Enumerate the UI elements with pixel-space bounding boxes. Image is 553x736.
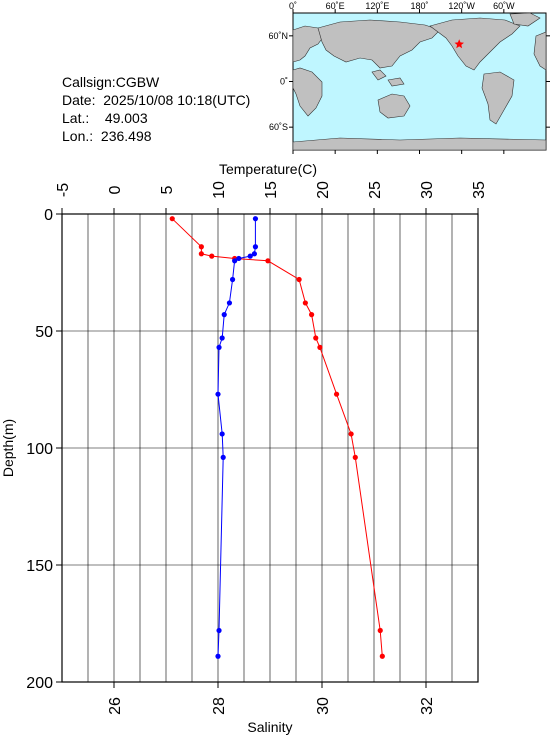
salinity-axis-label: Salinity: [247, 719, 292, 735]
salinity-point: [215, 391, 221, 397]
temperature-point: [209, 253, 215, 259]
salinity-point: [236, 255, 242, 262]
profile-series: [169, 216, 385, 659]
depth-tick-label: 200: [26, 675, 53, 692]
temperature-point: [313, 335, 319, 341]
temperature-point: [198, 251, 204, 257]
map-land: [292, 12, 547, 151]
temperature-tick-label: 15: [263, 181, 280, 199]
salinity-point: [216, 627, 222, 634]
salinity-tick-label: 28: [211, 697, 228, 715]
temperature-tick-label: 20: [315, 181, 332, 199]
temperature-point: [309, 312, 315, 318]
temperature-point: [317, 344, 323, 350]
temperature-axis: -5 0 5 10 15 20 25 30 35: [55, 181, 488, 214]
temperature-point: [169, 216, 175, 222]
temperature-point: [265, 258, 271, 264]
map-lon-label: 120˚W: [448, 1, 475, 11]
salinity-point: [215, 653, 221, 659]
world-map: 0˚ 60˚E 120˚E 180˚ 120˚W 60˚W 60˚N 0˚ 60˚S: [268, 1, 550, 154]
temperature-tick-label: 25: [367, 181, 384, 199]
temperature-point: [348, 431, 354, 437]
temperature-tick-label: 5: [159, 185, 176, 194]
callsign-line: Callsign:CGBW: [62, 74, 160, 90]
salinity-point: [252, 216, 259, 222]
salinity-tick-label: 30: [315, 697, 332, 715]
depth-tick-label: 100: [26, 441, 53, 458]
depth-tick-label: 150: [26, 558, 53, 575]
depth-axis-label: Depth(m): [0, 419, 16, 477]
temperature-point: [296, 276, 302, 283]
temperature-axis-label: Temperature(C): [219, 161, 317, 177]
map-lat-label: 0˚: [280, 77, 288, 87]
temperature-point: [352, 454, 358, 460]
map-lat-label: 60˚N: [268, 31, 288, 41]
temperature-tick-label: 10: [211, 181, 228, 199]
salinity-point: [247, 253, 253, 259]
salinity-point: [251, 251, 257, 257]
salinity-point: [220, 454, 226, 460]
salinity-point: [226, 300, 233, 306]
station-info: Callsign:CGBW Date: 2025/10/08 10:18(UTC…: [62, 73, 250, 145]
salinity-point: [216, 344, 222, 350]
lon-value: 236.498: [100, 128, 152, 144]
lat-value: 49.003: [104, 110, 148, 126]
map-lon-label: 0˚: [289, 1, 297, 11]
depth-axis: 0 50 100 150 200: [26, 207, 62, 692]
map-lon-label: 120˚E: [365, 1, 389, 11]
temperature-point: [198, 244, 204, 250]
map-longitude-labels: 0˚ 60˚E 120˚E 180˚ 120˚W 60˚W: [289, 1, 515, 11]
salinity-point: [232, 258, 238, 264]
temperature-tick-label: 0: [107, 185, 124, 194]
map-latitude-labels: 60˚N 0˚ 60˚S: [268, 31, 288, 132]
map-lon-label: 60˚W: [493, 1, 515, 11]
date-value: 2025/10/08 10:18(UTC): [103, 92, 251, 108]
salinity-point: [219, 431, 225, 437]
salinity-point: [221, 312, 227, 318]
temperature-point: [333, 391, 340, 397]
temperature-point: [379, 653, 385, 659]
temperature-point: [377, 627, 383, 634]
callsign-value: CGBW: [115, 74, 160, 90]
temperature-tick-label: -5: [55, 183, 72, 197]
lat-line: Lat.: 49.003: [62, 110, 148, 126]
salinity-point: [252, 244, 259, 250]
station-marker-star: [454, 39, 464, 49]
salinity-profile-line: [217, 218, 256, 657]
depth-tick-label: 0: [44, 207, 53, 224]
map-lon-label: 180˚: [410, 1, 428, 11]
temperature-profile-line: [171, 218, 383, 657]
temperature-tick-label: 35: [471, 181, 488, 199]
date-line: Date: 2025/10/08 10:18(UTC): [62, 92, 251, 108]
temperature-tick-label: 30: [419, 181, 436, 199]
temperature-point: [302, 300, 308, 306]
map-lat-label: 60˚S: [269, 122, 288, 132]
salinity-axis: 26 28 30 32: [107, 682, 436, 715]
map-tick-marks: [289, 9, 550, 154]
salinity-point: [219, 335, 225, 341]
depth-tick-label: 50: [35, 324, 53, 341]
lon-line: Lon.: 236.498: [62, 128, 152, 144]
salinity-point: [229, 276, 236, 283]
chart-grid: [62, 213, 478, 683]
map-lon-label: 60˚E: [326, 1, 345, 11]
salinity-tick-label: 32: [419, 697, 436, 715]
salinity-tick-label: 26: [107, 697, 124, 715]
